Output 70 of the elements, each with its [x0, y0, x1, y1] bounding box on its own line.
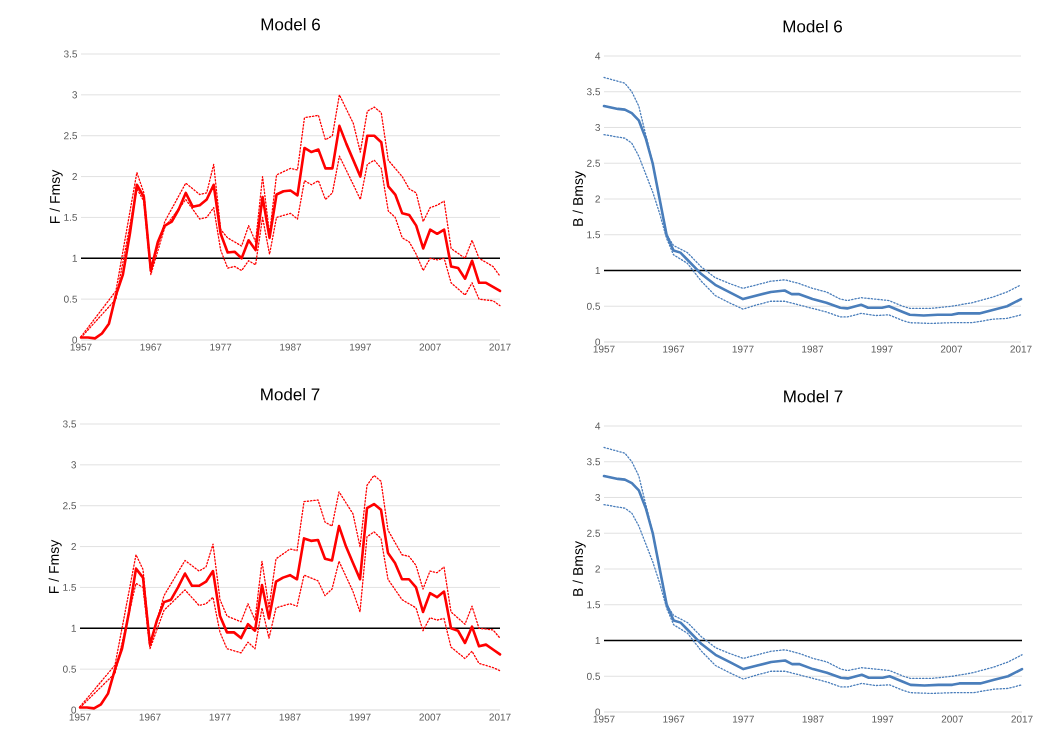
- x-tick-label: 1957: [593, 345, 615, 353]
- y-tick-label: 1: [72, 254, 77, 262]
- x-tick-label: 2017: [1011, 715, 1033, 723]
- x-tick-label: 2007: [419, 713, 441, 721]
- y-tick-label: 3: [72, 91, 78, 99]
- y-tick-label: 3: [595, 123, 601, 132]
- chart-title: Model 6: [783, 19, 842, 33]
- y-tick-label: 2: [595, 195, 600, 203]
- x-tick-label: 2017: [489, 343, 511, 351]
- y-tick-label: 0: [72, 336, 78, 344]
- x-tick-label: 2017: [1010, 345, 1032, 353]
- y-axis-title: B / Bmsy: [572, 171, 586, 226]
- x-tick-label: 2007: [419, 343, 441, 351]
- x-tick-label: 1987: [802, 345, 824, 353]
- x-tick-label: 2007: [941, 715, 963, 723]
- y-tick-label: 0: [595, 708, 601, 716]
- x-tick-label: 1987: [802, 715, 824, 723]
- y-tick-label: 2.5: [63, 502, 77, 510]
- x-tick-label: 2017: [489, 713, 511, 721]
- y-tick-label: 3.5: [586, 458, 601, 466]
- x-tick-label: 1977: [732, 345, 754, 353]
- y-tick-label: 4: [595, 52, 601, 60]
- y-tick-label: 3.5: [63, 50, 78, 58]
- x-tick-label: 2007: [940, 345, 963, 353]
- y-axis-title: F / Fmsy: [49, 169, 63, 224]
- y-tick-label: 2: [72, 173, 77, 181]
- y-tick-label: 0: [595, 338, 601, 346]
- y-tick-label: 1: [595, 267, 600, 274]
- y-tick-label: 0: [71, 706, 77, 714]
- y-tick-label: 1.5: [63, 583, 77, 591]
- y-tick-label: 1: [71, 624, 76, 632]
- y-tick-label: 1.5: [587, 231, 601, 239]
- y-tick-label: 1.5: [587, 601, 601, 609]
- x-tick-label: 1987: [280, 343, 302, 351]
- x-tick-label: 1987: [279, 713, 301, 721]
- y-tick-label: 0.5: [62, 665, 77, 673]
- y-tick-label: 2.5: [64, 132, 78, 140]
- x-tick-label: 1957: [69, 713, 91, 721]
- x-tick-label: 1997: [872, 715, 894, 723]
- y-tick-label: 1: [595, 637, 600, 644]
- x-tick-label: 1967: [663, 345, 685, 353]
- y-tick-label: 1.5: [64, 213, 78, 221]
- chart-title: Model 7: [261, 387, 320, 401]
- y-axis-title: B / Bmsy: [572, 541, 586, 596]
- y-tick-label: 2: [595, 565, 600, 573]
- y-tick-label: 4: [595, 422, 601, 430]
- x-tick-label: 1997: [349, 713, 371, 721]
- chart-title: Model 7: [784, 389, 843, 403]
- y-axis-title: F / Fmsy: [48, 539, 62, 594]
- x-tick-label: 1957: [70, 343, 92, 351]
- y-tick-label: 3: [595, 493, 601, 502]
- x-tick-label: 1977: [210, 343, 232, 351]
- x-tick-label: 1967: [139, 713, 161, 721]
- chart-title: Model 6: [261, 17, 320, 31]
- y-tick-label: 0.5: [63, 295, 78, 303]
- y-tick-label: 2.5: [587, 529, 601, 537]
- x-tick-label: 1977: [732, 715, 754, 723]
- x-tick-label: 1977: [209, 713, 231, 721]
- y-tick-label: 2: [71, 543, 76, 551]
- x-tick-label: 1967: [663, 715, 685, 723]
- y-tick-label: 3.5: [586, 88, 601, 96]
- y-tick-label: 0.5: [586, 302, 601, 310]
- x-tick-label: 1997: [871, 345, 893, 353]
- y-tick-label: 0.5: [586, 672, 601, 680]
- y-tick-label: 3.5: [62, 420, 77, 428]
- x-tick-label: 1967: [140, 343, 162, 351]
- y-tick-label: 3: [71, 461, 77, 469]
- y-tick-label: 2.5: [587, 159, 601, 167]
- x-tick-label: 1997: [349, 343, 371, 351]
- x-tick-label: 1957: [593, 715, 615, 723]
